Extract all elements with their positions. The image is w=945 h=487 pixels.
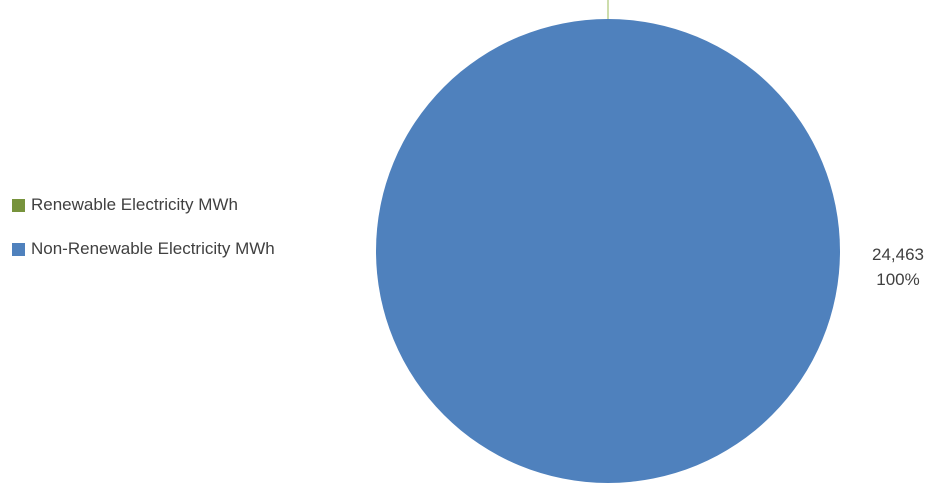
pie-slice-non-renewable bbox=[376, 19, 840, 483]
chart-legend: Renewable Electricity MWh Non-Renewable … bbox=[12, 192, 332, 262]
legend-item-renewable: Renewable Electricity MWh bbox=[12, 192, 332, 218]
legend-swatch-renewable bbox=[12, 199, 25, 212]
legend-item-non-renewable: Non-Renewable Electricity MWh bbox=[12, 236, 332, 262]
legend-label-non-renewable: Non-Renewable Electricity MWh bbox=[31, 239, 275, 258]
legend-label-renewable: Renewable Electricity MWh bbox=[31, 195, 238, 214]
data-label-non-renewable: 24,463 100% bbox=[858, 242, 938, 292]
data-label-percent: 100% bbox=[876, 270, 920, 289]
legend-swatch-non-renewable bbox=[12, 243, 25, 256]
data-label-value: 24,463 bbox=[872, 245, 924, 264]
